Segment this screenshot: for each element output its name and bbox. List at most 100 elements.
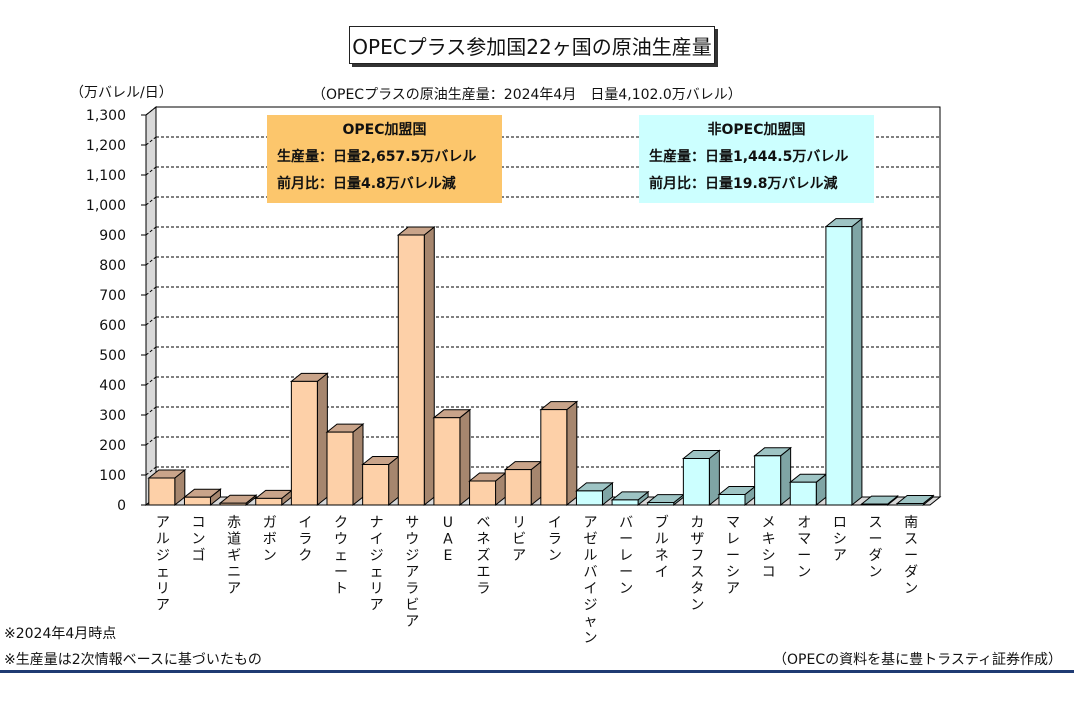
x-tick-label: アゼルバイジャン: [583, 515, 597, 647]
gridline-side: [145, 106, 157, 116]
y-tick-label: 1,200: [86, 138, 126, 154]
x-tick-label: リビア: [512, 515, 526, 564]
gridline-side: [145, 316, 157, 326]
bar-ベネズエラ: [468, 471, 507, 507]
x-tick-label: ガボン: [263, 515, 277, 564]
x-tick-label: クウェート: [334, 515, 348, 597]
bar-front: [575, 490, 603, 506]
x-tick-label: ベネズエラ: [477, 515, 491, 597]
bar-front: [682, 458, 710, 506]
x-tick-label: イラク: [298, 515, 312, 564]
bar-front: [362, 464, 390, 506]
footnote-basis: ※生産量は2次情報ベースに基づいたもの: [4, 652, 262, 668]
bar-南スーダン: [895, 494, 935, 507]
gridline-side: [145, 376, 157, 386]
opec-summary-title: OPEC加盟国: [342, 122, 427, 138]
y-tick-label: 1,100: [86, 168, 126, 184]
opec-summary-box: OPEC加盟国 生産量：日量2,657.5万バレル 前月比：日量4.8万バレル減: [267, 115, 502, 203]
gridline-side: [145, 256, 157, 266]
x-tick-label: メキシコ: [762, 515, 776, 581]
bar-スーダン: [860, 495, 899, 507]
bar-ナイジェリア: [361, 455, 401, 507]
x-tick-label: マレーシア: [726, 515, 740, 597]
bar-ガボン: [254, 489, 294, 507]
x-tick-label: ロシア: [833, 515, 847, 564]
bar-front: [219, 502, 247, 506]
x-tick-label: 南スーダン: [904, 515, 918, 597]
bar-front: [718, 494, 746, 506]
y-tick-label: 0: [117, 498, 126, 514]
y-tick-label: 200: [99, 438, 126, 454]
bar-front: [896, 503, 924, 506]
gridline-side: [145, 166, 157, 176]
x-tick-label: オマーン: [797, 515, 811, 581]
bar-side: [459, 408, 471, 507]
bar-front: [789, 481, 817, 506]
bar-side: [423, 225, 435, 507]
opec-summary-production: 生産量：日量2,657.5万バレル: [277, 149, 477, 165]
bar-side: [851, 217, 863, 507]
bar-front: [255, 497, 283, 506]
y-tick-label: 900: [99, 228, 126, 244]
bar-front: [754, 455, 782, 506]
x-tick-label: アルジェリア: [156, 515, 170, 614]
footnote-date: ※2024年4月時点: [4, 626, 117, 642]
bar-front: [290, 380, 318, 506]
bar-front: [647, 502, 675, 506]
nonopec-summary-production: 生産量：日量1,444.5万バレル: [649, 149, 849, 165]
bar-メキシコ: [753, 446, 793, 507]
y-tick-label: 1,000: [86, 198, 126, 214]
bar-front: [397, 234, 425, 506]
bar-front: [326, 431, 354, 506]
gridline-side: [145, 136, 157, 146]
y-axis-unit-label: （万バレル/日）: [70, 85, 173, 101]
x-tick-label: イラン: [548, 515, 562, 564]
bar-front: [540, 409, 568, 506]
bar-front: [469, 480, 497, 506]
y-tick-label: 600: [99, 318, 126, 334]
bar-front: [433, 417, 461, 506]
bar-side: [316, 372, 328, 507]
gridline-side: [145, 466, 157, 476]
bar-UAE: [432, 408, 472, 507]
bar-side: [566, 400, 578, 507]
bar-front: [148, 477, 176, 506]
gridline-side: [145, 226, 157, 236]
bar-side: [352, 423, 364, 507]
bar-side: [708, 449, 720, 507]
bar-マレーシア: [717, 485, 757, 507]
x-tick-label: カザフスタン: [690, 515, 704, 614]
bar-ロシア: [824, 217, 864, 507]
gridline-side: [145, 436, 157, 446]
bar-赤道ギニア: [218, 494, 258, 507]
y-tick-label: 1,300: [86, 108, 126, 124]
x-tick-label: ナイジェリア: [370, 515, 384, 614]
y-tick-label: 300: [99, 408, 126, 424]
bar-side: [780, 446, 792, 507]
bar-イラン: [539, 400, 579, 507]
y-tick-label: 500: [99, 348, 126, 364]
y-tick-label: 800: [99, 258, 126, 274]
y-tick-label: 400: [99, 378, 126, 394]
gridline-side: [145, 286, 157, 296]
x-tick-label: ブルネイ: [655, 514, 669, 581]
x-tick-label: コンゴ: [191, 515, 205, 564]
bar-アゼルバイジャン: [575, 481, 614, 507]
y-tick-label: 700: [99, 288, 126, 304]
bar-front: [861, 503, 889, 506]
nonopec-summary-change: 前月比：日量19.8万バレル減: [649, 176, 838, 192]
nonopec-summary-box: 非OPEC加盟国 生産量：日量1,444.5万バレル 前月比：日量19.8万バレ…: [639, 115, 874, 203]
bar-イラク: [289, 372, 329, 507]
bottom-divider: [0, 670, 1074, 673]
plot-side-wall: [145, 105, 157, 507]
bar-front: [504, 469, 532, 506]
x-tick-label: サウジアラビア: [405, 515, 419, 630]
bar-front: [825, 226, 853, 506]
bar-バーレーン: [610, 490, 650, 507]
bar-サウジアラビア: [396, 225, 436, 507]
gridline-side: [145, 346, 157, 356]
x-tick-label: 赤道ギニア: [227, 515, 241, 597]
bar-クウェート: [325, 423, 365, 507]
bar-front: [611, 499, 639, 506]
